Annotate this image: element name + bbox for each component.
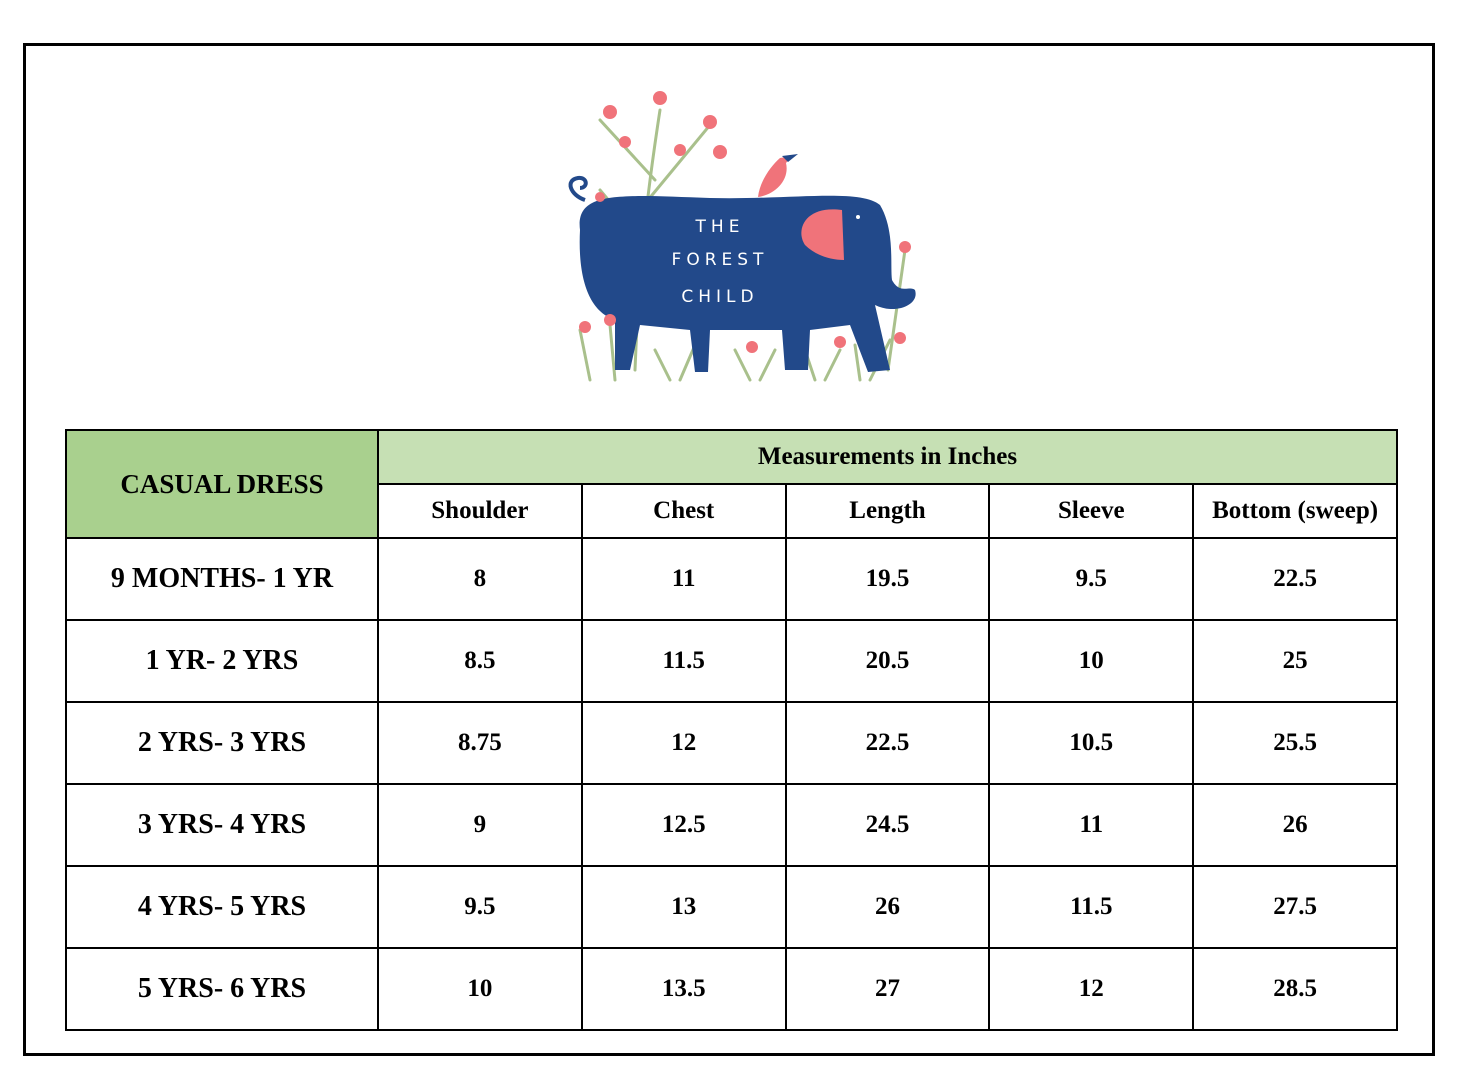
measurement-cell: 25: [1192, 619, 1398, 703]
measurement-cell: 20.5: [784, 619, 991, 703]
measurement-cell: 10: [988, 619, 1195, 703]
measurements-header: Measurements in Inches: [377, 429, 1398, 485]
measurement-cell: 12.5: [580, 783, 787, 867]
measurement-cell: 12: [988, 947, 1195, 1031]
size-label: 5 YRS- 6 YRS: [65, 947, 379, 1031]
size-label: 3 YRS- 4 YRS: [65, 783, 379, 867]
column-header: Shoulder: [377, 483, 583, 539]
measurement-cell: 11.5: [988, 865, 1195, 949]
table-row: 9 MONTHS- 1 YR 8 11 19.5 9.5 22.5: [65, 537, 1398, 621]
measurement-cell: 8: [377, 537, 583, 621]
measurement-cell: 12: [580, 701, 787, 785]
size-chart-table: CASUAL DRESS Measurements in Inches Shou…: [65, 429, 1398, 1031]
measurement-cell: 10: [377, 947, 583, 1031]
column-header: Length: [784, 483, 991, 539]
measurement-cell: 22.5: [1192, 537, 1398, 621]
measurement-cell: 9.5: [377, 865, 583, 949]
measurement-cell: 27: [784, 947, 991, 1031]
column-header: Bottom (sweep): [1192, 483, 1398, 539]
table-row: 2 YRS- 3 YRS 8.75 12 22.5 10.5 25.5: [65, 701, 1398, 785]
measurement-cell: 9.5: [988, 537, 1195, 621]
size-label: 9 MONTHS- 1 YR: [65, 537, 379, 621]
measurement-cell: 28.5: [1192, 947, 1398, 1031]
column-header: Chest: [580, 483, 787, 539]
table-row: 5 YRS- 6 YRS 10 13.5 27 12 28.5: [65, 947, 1398, 1031]
measurement-cell: 8.75: [377, 701, 583, 785]
measurement-cell: 10.5: [988, 701, 1195, 785]
table-row: 3 YRS- 4 YRS 9 12.5 24.5 11 26: [65, 783, 1398, 867]
measurement-cell: 26: [1192, 783, 1398, 867]
measurement-cell: 8.5: [377, 619, 583, 703]
product-name-cell: CASUAL DRESS: [65, 429, 379, 539]
measurement-cell: 13.5: [580, 947, 787, 1031]
size-label: 1 YR- 2 YRS: [65, 619, 379, 703]
svg-text:THE: THE: [695, 217, 745, 237]
table-row: 4 YRS- 5 YRS 9.5 13 26 11.5 27.5: [65, 865, 1398, 949]
measurement-cell: 11.5: [580, 619, 787, 703]
elephant-ear: [801, 209, 844, 260]
measurement-cell: 27.5: [1192, 865, 1398, 949]
measurement-cell: 11: [988, 783, 1195, 867]
size-label: 4 YRS- 5 YRS: [65, 865, 379, 949]
measurement-cell: 19.5: [784, 537, 991, 621]
column-header: Sleeve: [988, 483, 1195, 539]
measurement-cell: 9: [377, 783, 583, 867]
table-row: 1 YR- 2 YRS 8.5 11.5 20.5 10 25: [65, 619, 1398, 703]
measurement-cell: 25.5: [1192, 701, 1398, 785]
svg-text:FOREST: FOREST: [672, 250, 769, 270]
bird-icon: [758, 156, 792, 197]
measurement-cell: 26: [784, 865, 991, 949]
measurement-cell: 13: [580, 865, 787, 949]
measurement-cell: 24.5: [784, 783, 991, 867]
page-border: [23, 43, 1435, 1056]
measurement-cell: 11: [580, 537, 787, 621]
svg-text:CHILD: CHILD: [681, 287, 758, 307]
forest-child-logo: THE FOREST CHILD: [568, 91, 916, 382]
size-label: 2 YRS- 3 YRS: [65, 701, 379, 785]
measurement-cell: 22.5: [784, 701, 991, 785]
